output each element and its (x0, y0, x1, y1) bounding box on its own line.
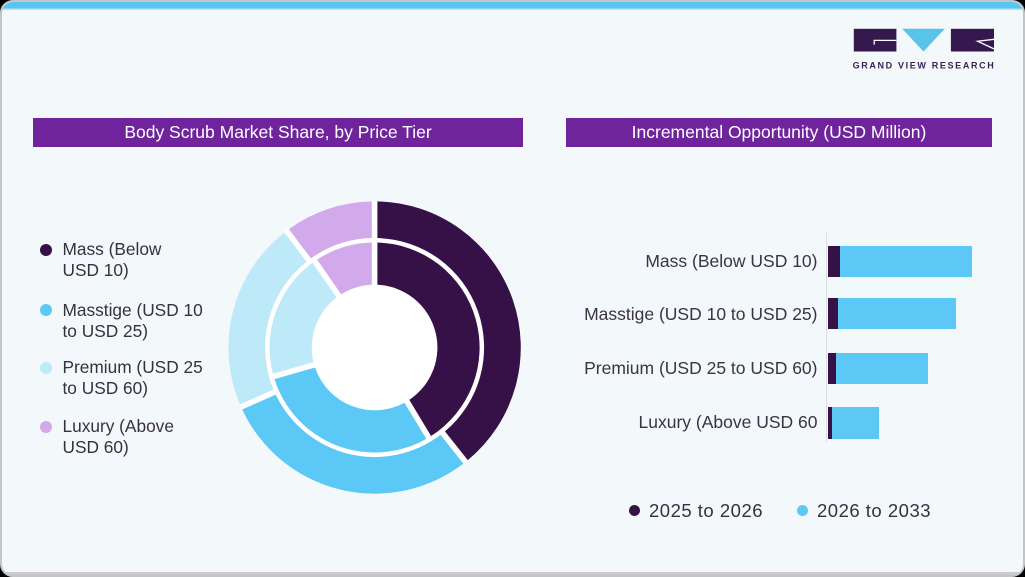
svg-text:GRAND VIEW RESEARCH: GRAND VIEW RESEARCH (853, 61, 996, 71)
